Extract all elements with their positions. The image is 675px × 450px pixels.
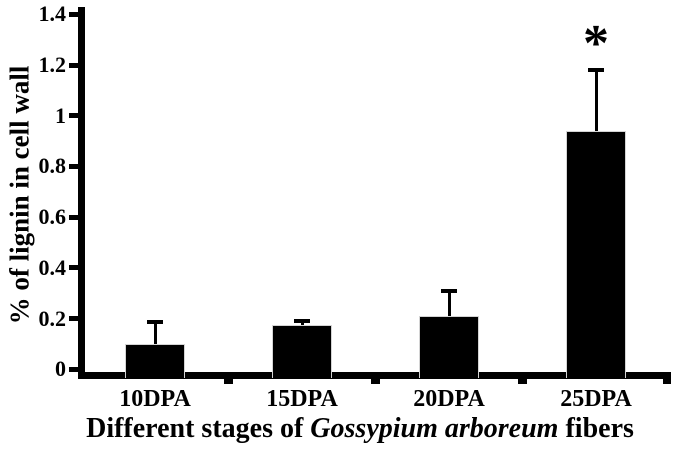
bar (566, 130, 626, 378)
x-tick-mark (518, 378, 527, 384)
y-tick-mark (69, 113, 78, 119)
x-tick-label: 20DPA (413, 386, 485, 412)
error-bar-cap (294, 319, 310, 324)
bar (419, 316, 479, 378)
y-tick-mark (69, 163, 78, 169)
x-tick-mark (371, 378, 380, 384)
y-tick-mark (69, 366, 78, 372)
error-bar-stem (594, 70, 598, 137)
x-tick-label: 15DPA (266, 386, 338, 412)
x-axis-title-suffix: fibers (558, 413, 634, 444)
y-tick-label: 0.6 (38, 204, 67, 230)
y-tick-label: 1 (55, 102, 66, 128)
x-axis-title: Different stages of Gossypium arboreum f… (86, 414, 634, 444)
y-tick-mark (69, 62, 78, 68)
x-axis-line (78, 372, 670, 379)
y-tick-label: 0.2 (38, 305, 67, 331)
error-bar-stem (153, 322, 157, 350)
x-tick-mark (224, 378, 233, 384)
x-axis-title-species-name: Gossypium arboreum (310, 413, 559, 444)
y-tick-label: 0 (55, 356, 66, 382)
y-tick-mark (69, 11, 78, 17)
x-tick-label: 25DPA (560, 386, 632, 412)
y-axis-line (78, 7, 85, 379)
significance-asterisk: * (583, 15, 609, 72)
y-tick-mark (69, 265, 78, 271)
error-bar-cap (147, 320, 163, 325)
bar (272, 324, 332, 378)
bar (125, 343, 185, 378)
x-tick-label: 10DPA (119, 386, 191, 412)
y-tick-label: 0.8 (38, 153, 67, 179)
error-bar-stem (447, 290, 451, 323)
x-axis-title-prefix: Different stages of (86, 413, 311, 444)
y-tick-label: 1.4 (38, 1, 67, 27)
error-bar-cap (441, 288, 457, 293)
y-tick-label: 1.2 (38, 52, 67, 77)
y-tick-mark (69, 316, 78, 322)
y-tick-label: 0.4 (38, 254, 67, 280)
error-bar-cap (588, 68, 604, 73)
x-axis-end-tick-mark (663, 372, 671, 384)
y-tick-mark (69, 214, 78, 220)
